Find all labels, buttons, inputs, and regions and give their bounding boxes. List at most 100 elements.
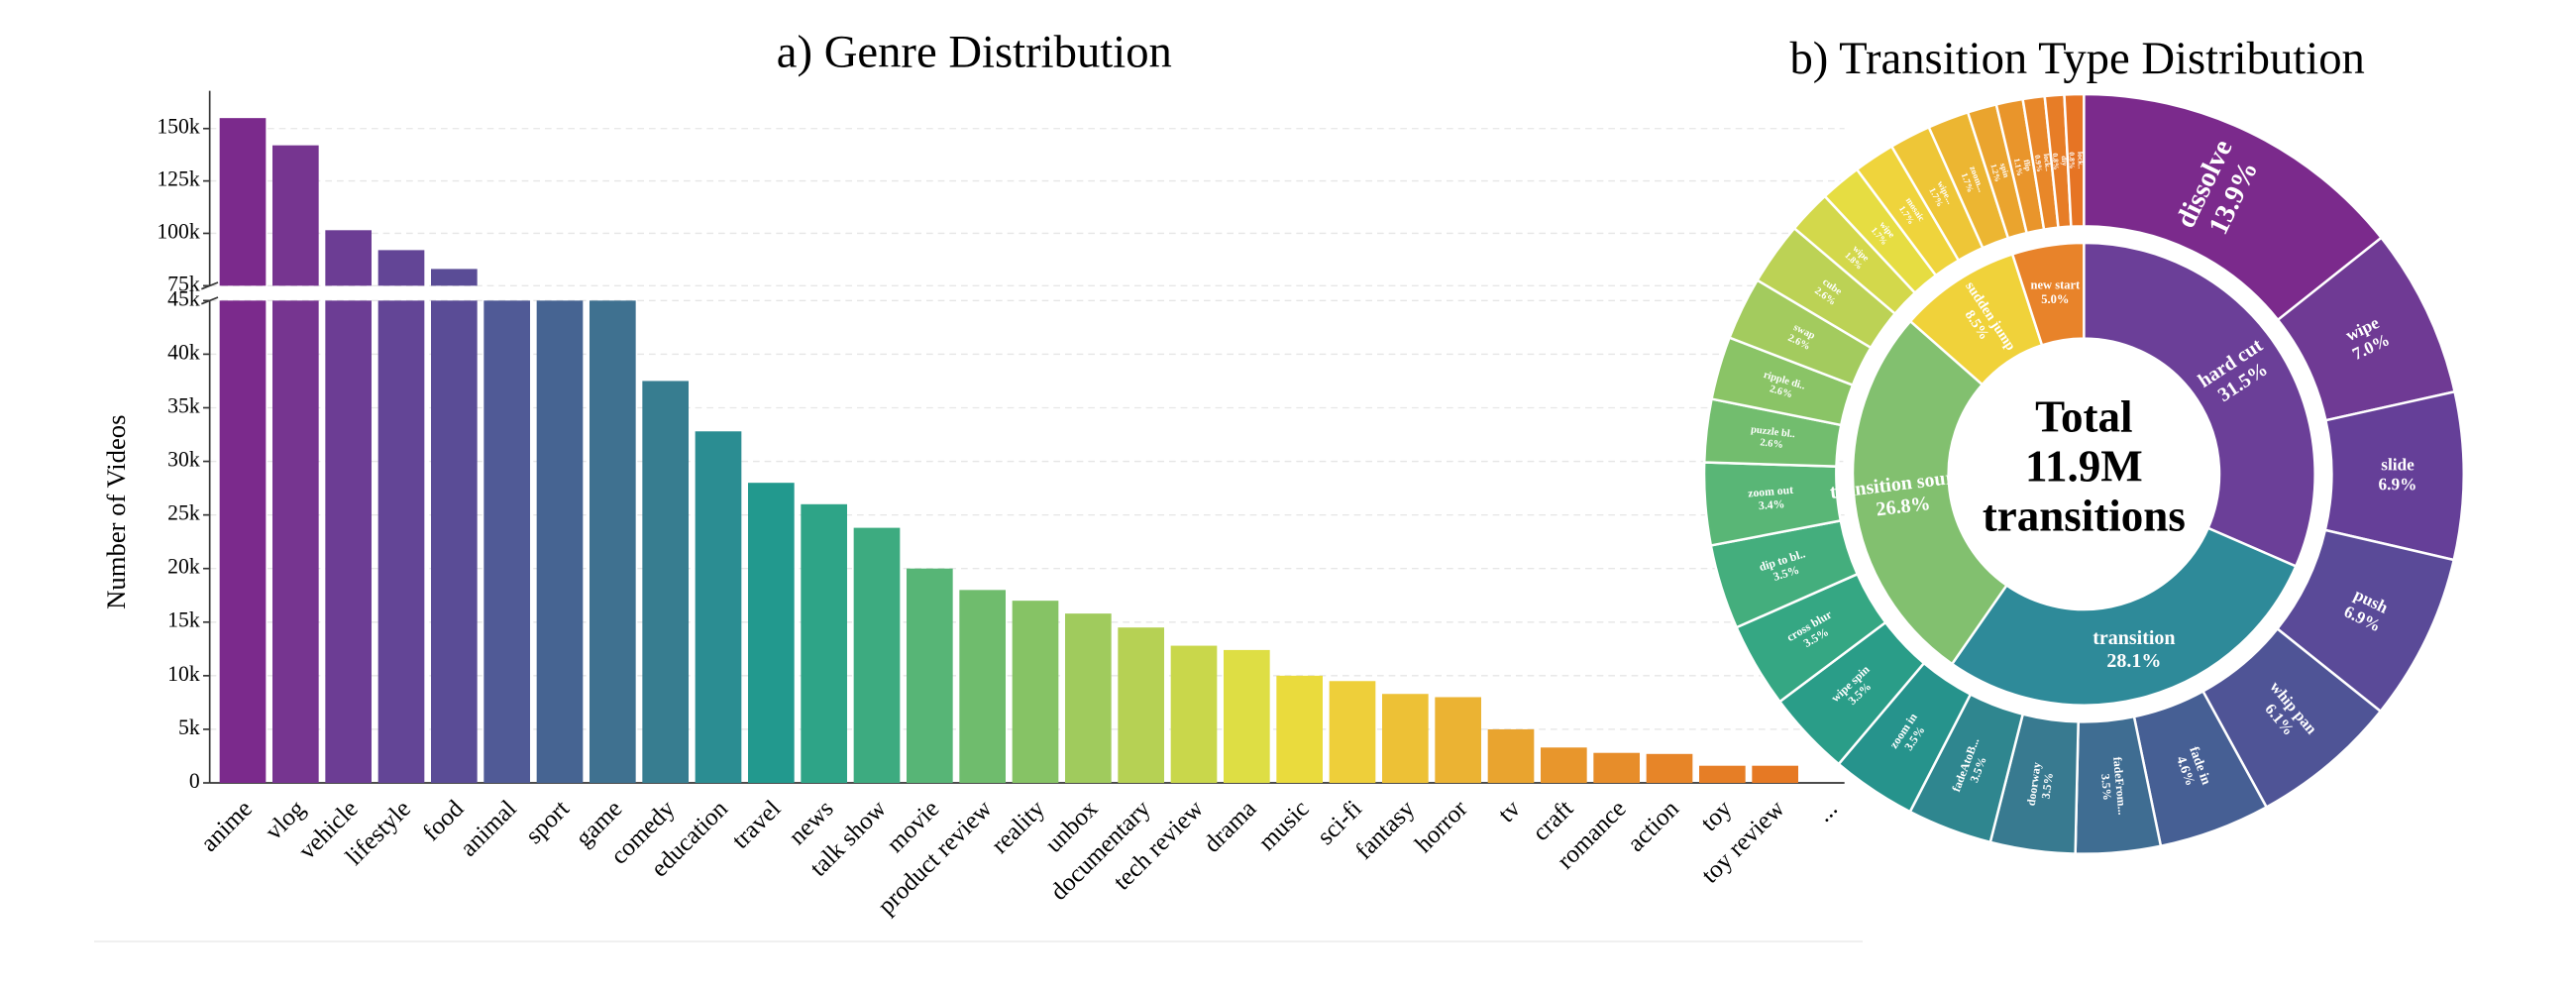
y-tick-label: 150k <box>157 115 199 139</box>
sector-name: puzzle bl.. <box>1750 424 1795 440</box>
bar-upper <box>325 230 372 286</box>
bar <box>1646 753 1693 783</box>
center-text: 11.9M <box>2025 441 2143 491</box>
bar <box>1541 747 1587 783</box>
sector-label: lock..0.9% <box>2033 153 2053 172</box>
bar <box>853 527 901 783</box>
x-tick-label: anime <box>196 796 258 857</box>
sector-name: zoom out <box>1748 484 1794 500</box>
bar <box>1170 645 1218 783</box>
bar <box>1752 765 1798 783</box>
bar <box>1065 613 1112 783</box>
x-tick-label: sport <box>521 796 575 849</box>
bar <box>272 300 319 783</box>
sector-value: 6.9% <box>2379 475 2417 494</box>
axis-break <box>201 296 219 305</box>
sector-name: spin <box>1998 163 2011 179</box>
bar <box>1487 728 1535 783</box>
sector-name: transition <box>2093 627 2175 649</box>
bar <box>695 431 742 783</box>
sector-name: diy <box>2060 156 2070 166</box>
sector-value: 28.1% <box>2106 650 2161 672</box>
x-tick-label: fantasy <box>1350 795 1420 864</box>
bar <box>1699 765 1746 783</box>
y-tick-label: 15k <box>167 608 200 632</box>
bar <box>1382 694 1429 783</box>
sector-value: 3.4% <box>1759 497 1785 512</box>
sector-value: 0.9% <box>2033 155 2044 173</box>
bar-upper <box>272 145 319 286</box>
sector-label: lock..0.8% <box>2068 152 2086 169</box>
chart-title: b) Transition Type Distribution <box>1789 33 2364 84</box>
x-tick-label: music <box>1253 796 1314 856</box>
x-tick-label: horror <box>1410 795 1473 858</box>
y-tick-label: 0 <box>189 769 200 793</box>
bar <box>1012 601 1059 783</box>
center-text: Total <box>2035 391 2132 441</box>
y-tick-label: 125k <box>157 167 199 191</box>
bar <box>1276 675 1323 783</box>
y-axis-label: Number of Videos <box>101 415 131 609</box>
y-tick-label: 35k <box>167 393 200 417</box>
bar <box>959 590 1006 783</box>
sector-label: fadeFrom...3.5% <box>2098 756 2129 816</box>
bar <box>642 381 689 783</box>
x-tick-label: reality <box>987 795 1051 859</box>
sector-name: lock.. <box>2076 152 2085 169</box>
y-tick-label: 25k <box>167 501 200 525</box>
x-tick-label: tv <box>1493 795 1526 827</box>
bar <box>483 300 530 783</box>
bar <box>1593 752 1640 783</box>
sector-label: puzzle bl..2.6% <box>1750 424 1795 451</box>
sector-name: lock.. <box>2042 153 2053 171</box>
x-tick-label: action <box>1623 795 1685 857</box>
bar <box>377 300 425 783</box>
sector-value: 0.8% <box>2068 152 2077 168</box>
y-tick-label: 20k <box>167 555 200 579</box>
sector-name: flip <box>2022 159 2033 172</box>
bar <box>590 300 636 783</box>
axis-break <box>201 281 219 290</box>
sector-value: 1.2% <box>1988 163 2002 182</box>
chart-title: a) Genre Distribution <box>777 26 1172 77</box>
bar-upper <box>431 269 478 286</box>
bar <box>431 300 478 783</box>
sector-name: fadeFrom... <box>2110 756 2129 816</box>
sector-value: 5.0% <box>2041 292 2069 306</box>
x-tick-label: travel <box>727 796 786 854</box>
bar <box>325 300 372 783</box>
y-tick-label: 30k <box>167 448 200 472</box>
bar <box>219 300 267 783</box>
sector-name: doorway <box>2024 761 2044 807</box>
y-tick-label: 40k <box>167 340 200 364</box>
sector-value: 3.5% <box>2038 772 2055 800</box>
x-tick-label: toy <box>1696 795 1738 836</box>
center <box>1948 338 2219 609</box>
y-tick-label: 75k <box>167 272 200 295</box>
bar-upper <box>219 118 267 286</box>
y-tick-label: 100k <box>157 219 199 243</box>
bar <box>801 503 847 783</box>
bar <box>748 483 795 783</box>
bar <box>907 568 953 783</box>
y-tick-label: 45k <box>167 286 200 310</box>
y-tick-label: 5k <box>178 716 200 739</box>
sector-value: 2.6% <box>1760 437 1784 451</box>
sector-name: slide <box>2381 455 2415 474</box>
sector-value: 0.8% <box>2051 153 2061 170</box>
sector-name: new start <box>2031 278 2081 292</box>
bar <box>536 300 584 783</box>
x-tick-label: drama <box>1199 796 1261 858</box>
bar <box>1329 681 1376 783</box>
bar <box>1118 627 1164 783</box>
